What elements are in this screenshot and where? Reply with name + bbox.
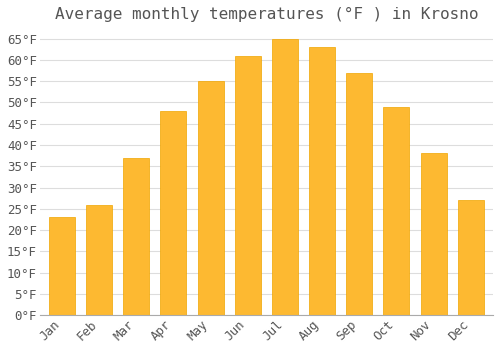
Bar [309,47,335,315]
Bar [235,56,261,315]
Bar [458,200,484,315]
Bar [124,158,150,315]
Bar [420,153,446,315]
Bar [272,38,298,315]
Bar [86,204,112,315]
Bar [384,107,409,315]
Bar [198,81,224,315]
Title: Average monthly temperatures (°F ) in Krosno: Average monthly temperatures (°F ) in Kr… [54,7,478,22]
Bar [346,72,372,315]
Bar [49,217,75,315]
Bar [160,111,186,315]
